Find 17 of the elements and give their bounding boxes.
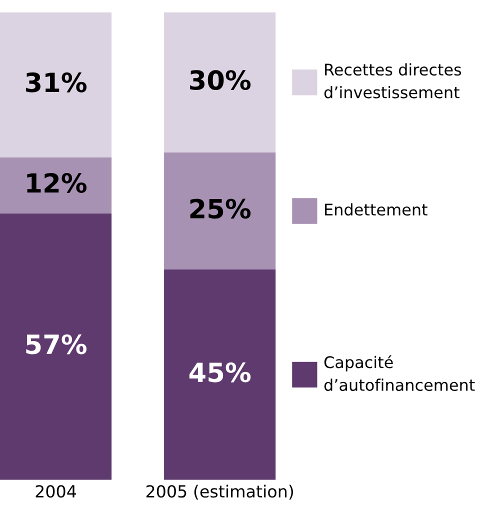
legend-label: Recettes directes d’investissement bbox=[324, 63, 462, 98]
legend-label: Endettement bbox=[325, 203, 428, 216]
data-label: 57% bbox=[26, 334, 87, 354]
x-tick-label: 2005 (estimation) bbox=[146, 484, 293, 500]
data-label: 25% bbox=[190, 198, 251, 219]
bar bbox=[0, 12, 112, 158]
bar bbox=[164, 269, 276, 480]
x-tick-label: 2004 bbox=[36, 485, 76, 498]
legend-label: Capacité d’autofinancement bbox=[324, 355, 475, 392]
data-label: 31% bbox=[26, 72, 87, 92]
data-label: 45% bbox=[189, 362, 251, 382]
bar bbox=[164, 152, 276, 270]
data-label: 12% bbox=[27, 172, 87, 193]
bar bbox=[0, 213, 112, 480]
data-label: 30% bbox=[190, 70, 251, 90]
bar bbox=[0, 157, 112, 214]
bar bbox=[164, 12, 276, 153]
